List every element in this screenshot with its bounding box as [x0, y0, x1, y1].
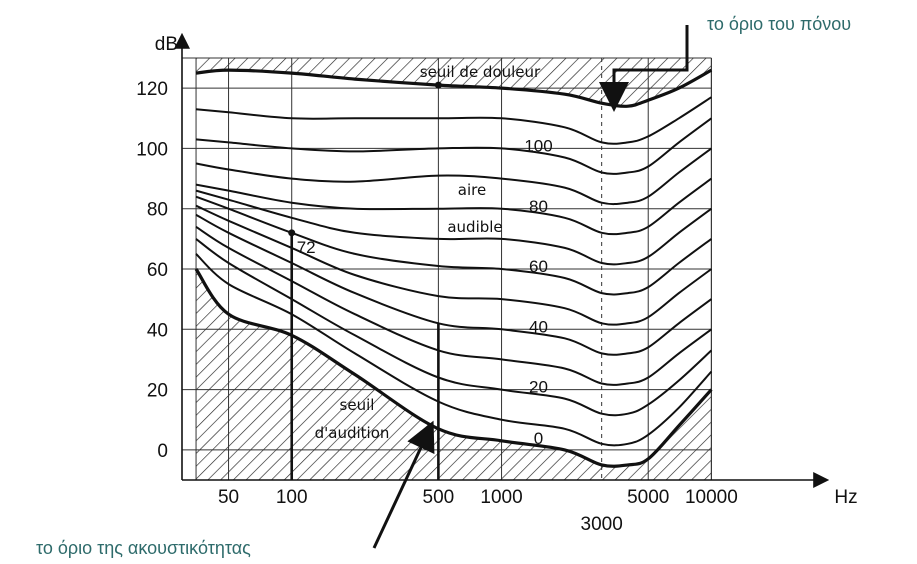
- loudness-curves: [194, 68, 713, 480]
- y-tick-label: 120: [136, 79, 168, 100]
- curve-label: 80: [529, 197, 548, 216]
- audible-area-label-1: aire: [458, 181, 486, 199]
- loudness-curve: [195, 189, 712, 266]
- loudness-curve: [195, 204, 712, 326]
- x-tick-label: 500: [423, 487, 455, 508]
- loudness-curve: [195, 225, 712, 386]
- y-axis-label: dB: [155, 34, 178, 55]
- loudness-curve: [195, 147, 712, 206]
- y-tick-label: 80: [147, 200, 168, 221]
- pain-threshold-annotation: το όριο του πόνου: [707, 14, 852, 34]
- curve-label: 60: [529, 257, 548, 276]
- hearing-threshold-label-2: d'audition: [315, 424, 390, 442]
- y-tick-label: 40: [147, 320, 168, 341]
- curve-label: 0: [534, 429, 543, 448]
- y-tick-label: 0: [157, 441, 168, 462]
- loudness-curve: [195, 96, 712, 145]
- loudness-curve: [195, 177, 712, 236]
- loudness-curve: [195, 238, 713, 417]
- pain-region-hatch: [196, 58, 712, 107]
- hearing-threshold-annotation: το όριο της ακουστικότητας: [36, 538, 251, 558]
- y-tick-label: 20: [147, 381, 168, 402]
- loudness-curve: [195, 68, 713, 108]
- pain-threshold-label: seuil de douleur: [420, 63, 541, 81]
- x-tick-label: 3000: [581, 514, 623, 535]
- loudness-curve: [195, 213, 713, 356]
- audible-area-label-2: audible: [447, 218, 502, 236]
- point-label-72: 72: [297, 238, 316, 257]
- labels: 72 0 20 40 60 80 100 seuil de douleur aire audibl…: [297, 25, 689, 549]
- curve-label: 20: [529, 378, 548, 397]
- x-tick-label: 10000: [685, 487, 738, 508]
- loudness-curve: [194, 268, 713, 468]
- hearing-threshold-label-1: seuil: [340, 396, 375, 414]
- x-tick-label: 1000: [480, 487, 522, 508]
- loudness-curve: [195, 195, 712, 296]
- curve-label: 40: [529, 317, 548, 336]
- y-tick-label: 100: [136, 139, 168, 160]
- loudness-curve: [195, 117, 712, 175]
- hearing-annotation-arrow: [372, 420, 435, 549]
- hatched-regions: [196, 58, 712, 480]
- hearing-region-hatch: [196, 269, 712, 480]
- reference-point-pain: [434, 81, 442, 89]
- y-tick-label: 60: [147, 260, 168, 281]
- reference-point-72: [288, 229, 296, 237]
- x-tick-label: 100: [276, 487, 308, 508]
- curve-label: 100: [524, 136, 552, 155]
- x-axis-label: Hz: [834, 487, 857, 508]
- x-tick-label: 50: [218, 487, 239, 508]
- x-tick-label: 5000: [627, 487, 669, 508]
- loudness-curve: [195, 253, 713, 447]
- pain-annotation-arrow: [599, 25, 689, 112]
